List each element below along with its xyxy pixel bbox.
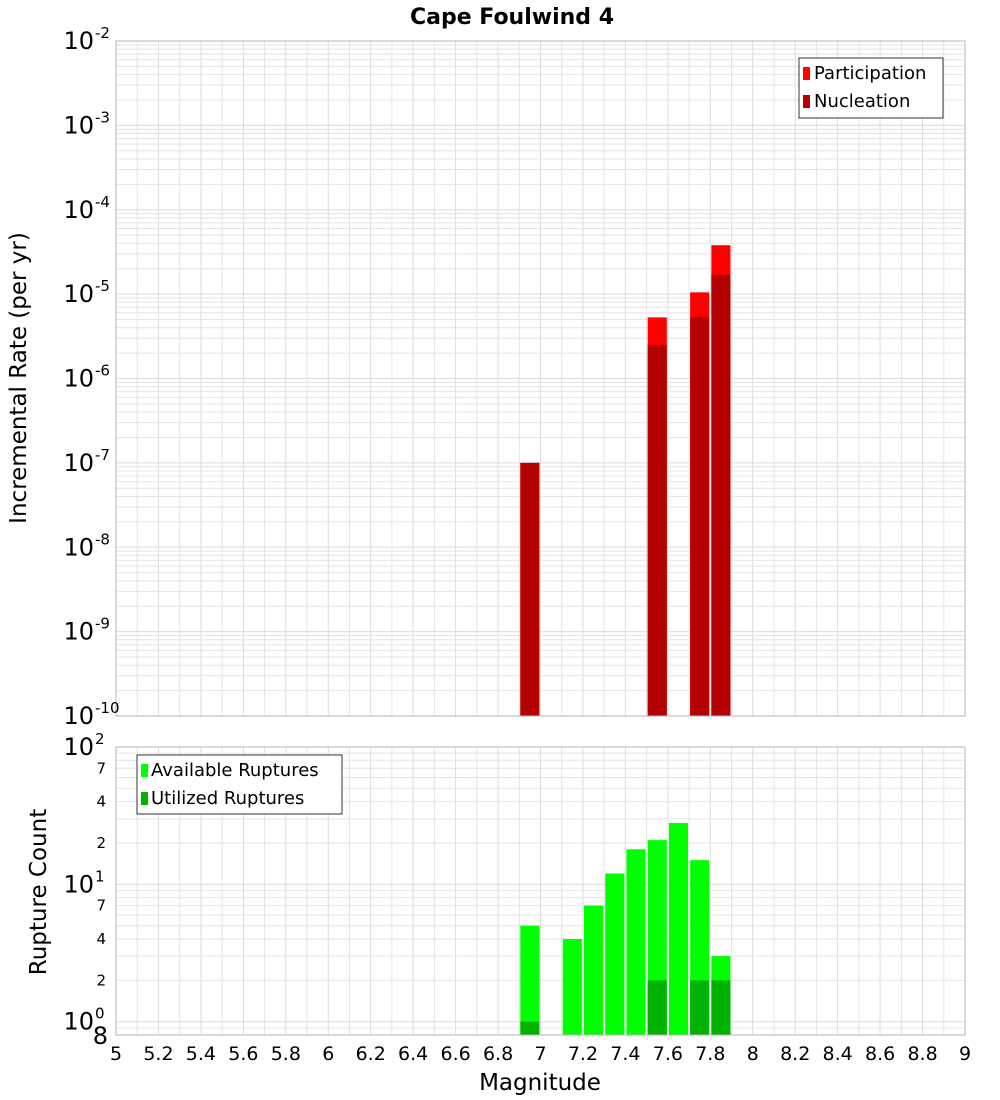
x-tick-label: 5.2 [143, 1043, 173, 1065]
x-tick-label: 7.6 [653, 1043, 683, 1065]
top-y-tick-base: 10 [63, 702, 94, 730]
bar-nucleation-7.75 [690, 317, 710, 716]
bottom-y-minor-tick-label: 2 [96, 971, 106, 989]
bottom-y-tick-exponent: 2 [95, 730, 105, 748]
bar-nucleation-7.55 [647, 344, 667, 716]
legend-label-available-ruptures: Available Ruptures [151, 760, 319, 781]
bar-nucleation-6.95 [520, 462, 540, 716]
top-y-tick-exponent: -5 [95, 277, 110, 295]
x-tick-label: 5.6 [228, 1043, 258, 1065]
legend-swatch-available-ruptures [141, 764, 148, 777]
bottom-plot-frame [115, 746, 966, 1036]
bar-available-ruptures-7.35 [605, 873, 625, 1035]
bar-available-ruptures-7.25 [584, 905, 604, 1035]
top-y-tick-exponent: -9 [95, 615, 110, 633]
top-y-tick-base: 10 [63, 449, 94, 477]
top-y-tick-base: 10 [63, 365, 94, 393]
top-y-tick-exponent: -3 [95, 108, 110, 126]
bar-utilized-ruptures-6.95 [520, 1021, 540, 1035]
top-y-tick-base: 10 [63, 533, 94, 561]
top-y-tick-base: 10 [63, 618, 94, 646]
x-tick-label: 6.6 [440, 1043, 470, 1065]
top-y-tick-base: 10 [63, 27, 94, 55]
legend-swatch-utilized-ruptures [141, 792, 148, 805]
x-tick-label: 7.2 [568, 1043, 598, 1065]
bottom-y-minor-tick-label: 7 [96, 759, 106, 777]
x-tick-label: 7 [534, 1043, 546, 1065]
bottom-y-minor-tick-label: 4 [96, 930, 106, 948]
legend-label-utilized-ruptures: Utilized Ruptures [151, 788, 304, 809]
legend-label-participation: Participation [814, 63, 926, 84]
x-tick-label: 6.4 [398, 1043, 428, 1065]
x-tick-label: 6.8 [483, 1043, 513, 1065]
top-legend: Participation Nucleation [798, 57, 944, 119]
bar-nucleation-7.85 [711, 274, 731, 716]
x-tick-label: 6 [322, 1043, 334, 1065]
bar-available-ruptures-6.95 [520, 925, 540, 1035]
top-y-tick-base: 10 [63, 196, 94, 224]
bottom-bars [520, 822, 731, 1035]
top-y-tick-exponent: -8 [95, 530, 110, 548]
bottom-y-axis-min-label: 8 [93, 1022, 108, 1050]
bottom-y-minor-tick-label: 7 [96, 897, 106, 915]
x-tick-label: 8.6 [865, 1043, 895, 1065]
top-y-tick-exponent: -2 [95, 24, 110, 42]
top-y-tick-exponent: -6 [95, 362, 110, 380]
legend-label-nucleation: Nucleation [814, 91, 910, 112]
x-tick-label: 8.2 [780, 1043, 810, 1065]
top-y-tick-base: 10 [63, 111, 94, 139]
top-y-axis-label: Incremental Rate (per yr) [6, 232, 32, 524]
bar-utilized-ruptures-7.75 [690, 980, 710, 1035]
x-axis-label: Magnitude [479, 1070, 601, 1096]
top-gridlines [115, 40, 966, 717]
x-tick-label: 9 [959, 1043, 971, 1065]
x-tick-label: 8.4 [823, 1043, 853, 1065]
top-y-tick-base: 10 [63, 280, 94, 308]
x-tick-label: 6.2 [356, 1043, 386, 1065]
legend-swatch-nucleation [803, 95, 810, 108]
bar-available-ruptures-7.15 [562, 939, 582, 1035]
bottom-y-tick-base: 10 [63, 733, 94, 761]
legend-swatch-participation [803, 67, 810, 80]
bottom-y-tick-exponent: 1 [95, 867, 105, 885]
bar-available-ruptures-7.45 [626, 849, 646, 1035]
top-bars [520, 245, 731, 717]
bottom-legend: Available Ruptures Utilized Ruptures [136, 754, 343, 815]
top-plot-frame [115, 40, 966, 717]
bar-utilized-ruptures-7.85 [711, 980, 731, 1035]
bottom-legend-box [136, 754, 343, 815]
x-tick-label: 5.4 [186, 1043, 216, 1065]
bottom-y-tick-base: 10 [63, 870, 94, 898]
top-y-tick-exponent: -4 [95, 193, 110, 211]
bottom-y-tick-exponent: 0 [95, 1005, 105, 1023]
bar-available-ruptures-7.65 [668, 822, 689, 1035]
bottom-y-axis-label: Rupture Count [26, 809, 52, 975]
x-tick-labels: 5 5.2 5.4 5.6 5.8 6 6.2 6.4 6.6 6.8 7 7.2 7.4 7.6 7.8 8… [110, 1043, 971, 1065]
chart-title: Cape Foulwind 4 [410, 5, 614, 30]
top-y-tick-exponent: -10 [95, 699, 120, 717]
bottom-y-minor-tick-label: 2 [96, 834, 106, 852]
bottom-y-tick-base: 10 [63, 1008, 94, 1036]
x-tick-label: 7.8 [695, 1043, 725, 1065]
x-tick-label: 5 [110, 1043, 122, 1065]
x-tick-label: 5.8 [271, 1043, 301, 1065]
x-tick-label: 8.8 [907, 1043, 937, 1065]
x-tick-label: 8 [747, 1043, 759, 1065]
top-y-tick-exponent: -7 [95, 446, 110, 464]
bottom-y-minor-tick-label: 4 [96, 793, 106, 811]
x-tick-label: 7.4 [610, 1043, 640, 1065]
top-legend-box [798, 57, 944, 119]
bar-utilized-ruptures-7.55 [647, 980, 667, 1035]
